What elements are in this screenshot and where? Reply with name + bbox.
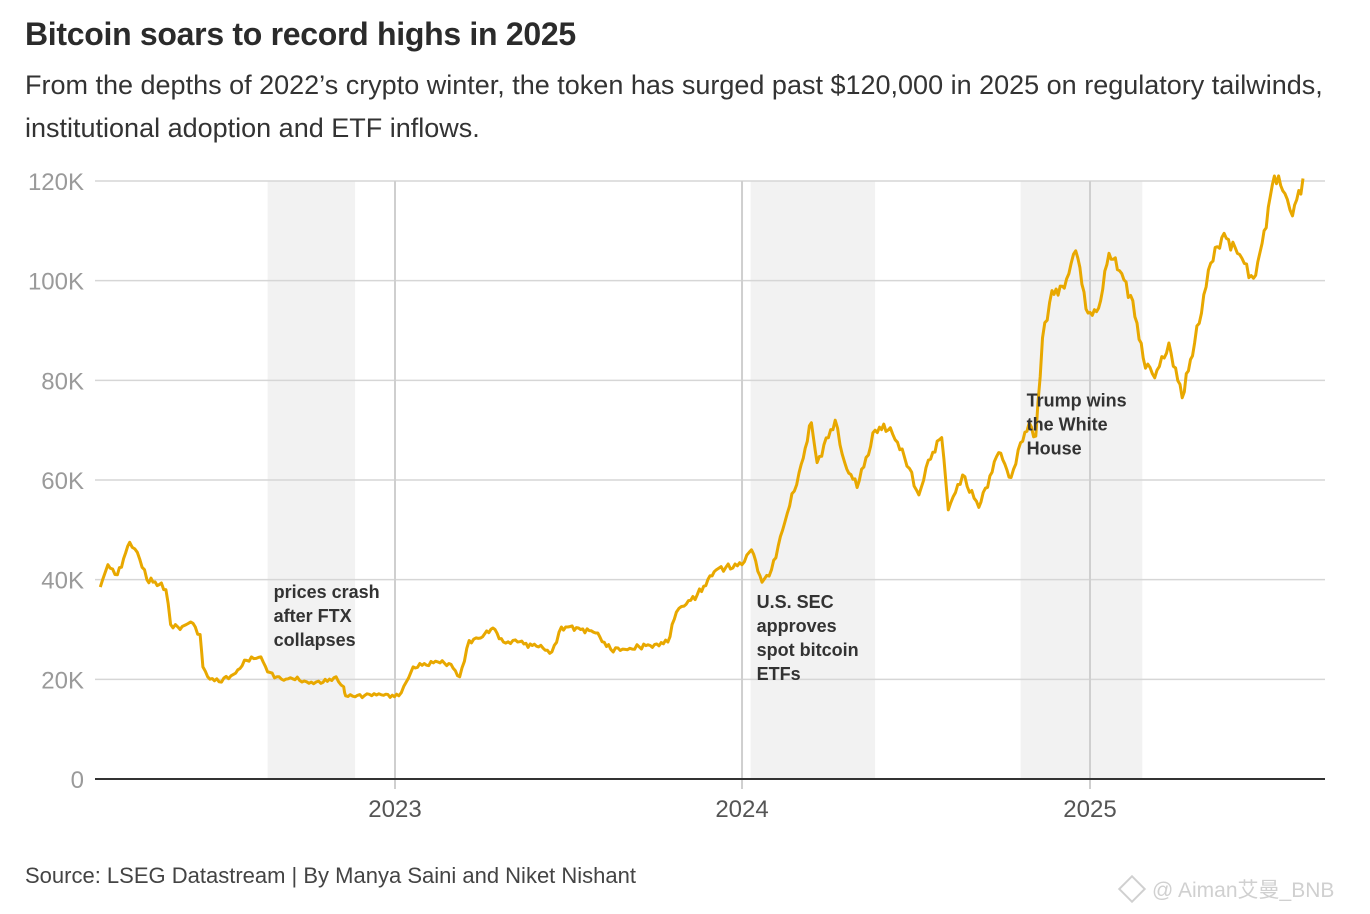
y-tick-label: 20K [41,667,84,694]
y-tick-label: 120K [28,169,84,196]
watermark-text: @ Aiman艾曼_BNB [1152,879,1335,902]
y-tick-labels: 0 20K 40K 60K 80K 100K 120K [28,169,84,794]
year-divider-lines [394,181,1091,789]
y-tick-label: 80K [41,368,84,395]
y-tick-label: 0 [71,767,84,794]
annotation-3-line: the White [1027,414,1108,434]
annotation-1-line: after FTX [274,606,352,626]
x-tick-label: 2025 [1063,796,1116,823]
binance-diamond-icon [1117,874,1147,904]
x-tick-label: 2023 [368,796,421,823]
x-tick-labels: 2023 2024 2025 [368,796,1116,823]
annotation-2-line: ETFs [757,664,801,684]
annotation-3-line: House [1027,438,1082,458]
annotation-1-line: prices crash [274,582,380,602]
y-tick-label: 40K [41,568,84,595]
annotations: prices crash after FTX collapses U.S. SEC ap… [274,390,1127,684]
annotation-3-line: Trump wins [1027,390,1127,410]
x-tick-label: 2024 [715,796,768,823]
source-credit: Source: LSEG Datastream | By Manya Saini… [25,863,636,888]
chart-title: Bitcoin soars to record highs in 2025 [25,16,576,52]
annotation-2-line: approves [757,616,837,636]
bitcoin-price-line [98,174,1305,700]
chart-subtitle: From the depths of 2022’s crypto winter,… [25,70,1323,143]
watermark: @ Aiman艾曼_BNB [1117,874,1335,904]
grid-lines [95,180,1325,681]
bitcoin-price-chart: 0 20K 40K 60K 80K 100K 120K 2023 2024 2025 price… [28,169,1325,823]
annotation-2-line: spot bitcoin [757,640,859,660]
y-tick-label: 60K [41,468,84,495]
y-tick-label: 100K [28,269,84,296]
annotation-1-line: collapses [274,630,356,650]
annotation-2-line: U.S. SEC [757,592,834,612]
